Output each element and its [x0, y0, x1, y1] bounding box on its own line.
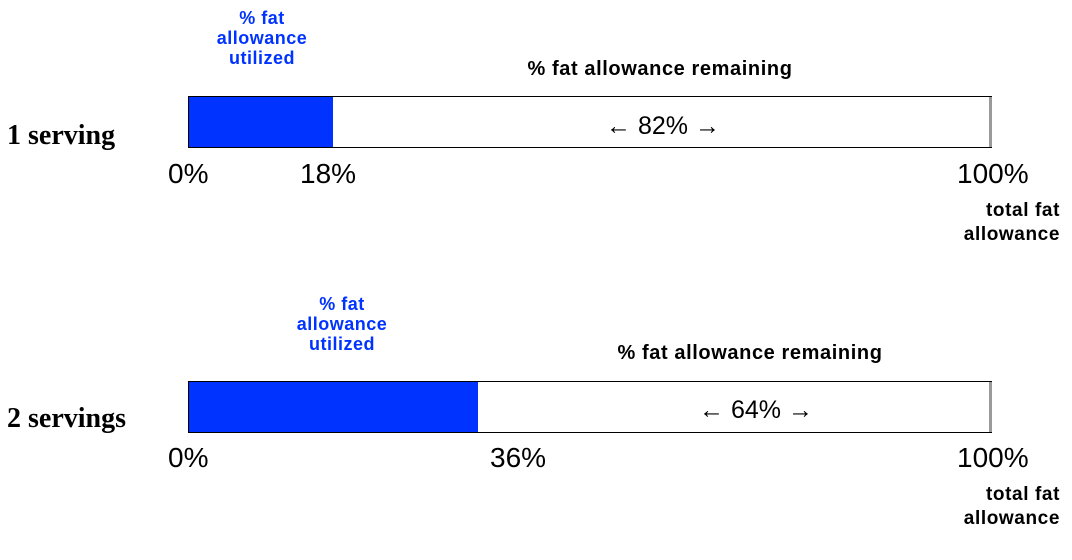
bar-end-marker	[989, 97, 992, 147]
total-label-line: allowance	[963, 508, 1060, 529]
fat-allowance-bar	[188, 381, 992, 433]
tick-end: 100%	[957, 158, 1029, 189]
utilized-label-line: allowance	[216, 28, 308, 48]
utilized-label-line: utilized	[229, 48, 295, 68]
total-label-line: total fat	[985, 484, 1060, 505]
serving-panel-2: % fat allowance utilized % fat allowance…	[0, 290, 1072, 560]
utilized-label-line: % fat	[239, 8, 285, 28]
remaining-label: % fat allowance remaining	[617, 342, 883, 364]
utilized-fill	[189, 97, 334, 147]
remaining-label: % fat allowance remaining	[527, 58, 793, 80]
tick-mid: 18%	[300, 158, 357, 189]
total-label-line: total fat	[985, 200, 1060, 221]
serving-label: 1 serving	[7, 120, 116, 151]
tick-start: 0%	[168, 158, 209, 189]
remaining-value: ← 64% →	[699, 396, 813, 424]
total-allowance-label: total fat allowance	[900, 199, 1060, 247]
serving-label: 2 servings	[7, 403, 126, 434]
utilized-label-line: allowance	[296, 314, 388, 334]
total-allowance-label: total fat allowance	[900, 483, 1060, 531]
utilized-label: % fat allowance utilized	[262, 294, 422, 354]
serving-panel-1: % fat allowance utilized % fat allowance…	[0, 0, 1072, 270]
utilized-label-line: utilized	[309, 334, 375, 354]
total-label-line: allowance	[963, 224, 1060, 245]
remaining-value: ← 82% →	[606, 112, 720, 140]
utilized-fill	[189, 382, 478, 432]
bar-end-marker	[989, 382, 992, 432]
tick-end: 100%	[957, 442, 1029, 473]
utilized-label-line: % fat	[319, 294, 365, 314]
utilized-label: % fat allowance utilized	[182, 8, 342, 68]
tick-start: 0%	[168, 442, 209, 473]
fat-allowance-bar	[188, 96, 992, 148]
tick-mid: 36%	[490, 442, 547, 473]
